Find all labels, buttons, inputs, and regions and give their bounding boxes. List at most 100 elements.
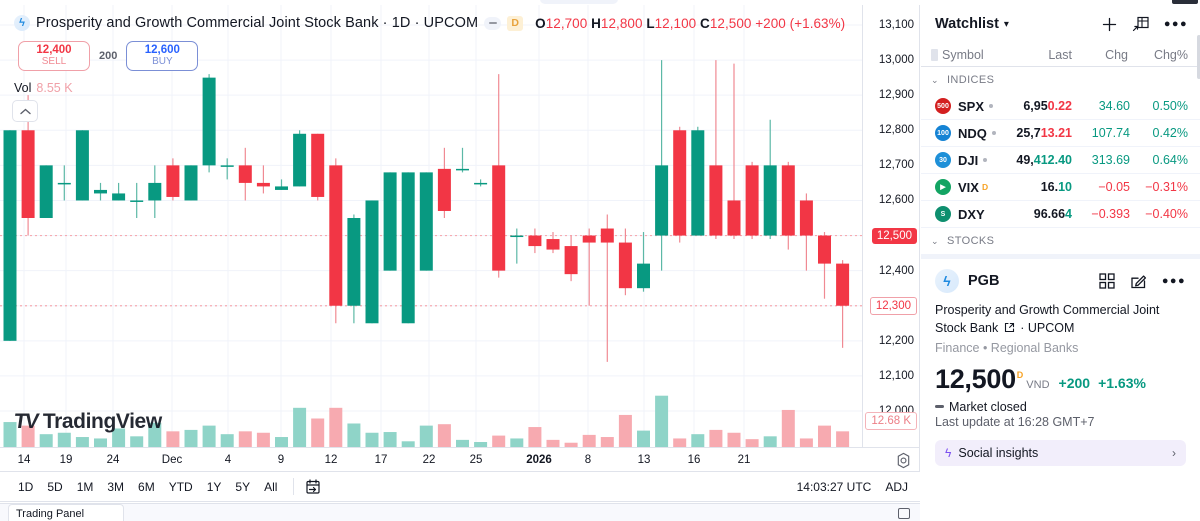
watchlist-last: 16.10 <box>1040 180 1072 194</box>
trading-panel-tab[interactable]: Trading Panel <box>8 504 124 521</box>
pgb-logo-icon: ϟ <box>935 269 959 293</box>
candle-body <box>745 165 759 236</box>
volume-tag[interactable]: 12.68 K <box>865 412 917 430</box>
watchlist-group-stocks[interactable]: ⌄ STOCKS <box>921 228 1200 254</box>
ohlc-l-label: L <box>646 15 655 31</box>
chart-clock[interactable]: 14:03:27 UTC <box>796 479 872 494</box>
watchlist-group-indices[interactable]: ⌄ INDICES <box>921 67 1200 93</box>
panel-resize-icon[interactable] <box>898 508 910 519</box>
chevron-down-icon[interactable]: ▾ <box>1003 18 1009 30</box>
candle-body <box>256 182 270 187</box>
buy-button[interactable]: 12,600 BUY <box>126 41 199 71</box>
detail-symbol[interactable]: PGB <box>968 273 1000 289</box>
chart-plot-area[interactable] <box>0 5 862 447</box>
watchlist-chg: −0.05 <box>1098 180 1130 194</box>
col-symbol[interactable]: Symbol <box>942 47 984 62</box>
col-last[interactable]: Last <box>1048 47 1072 62</box>
watchlist-chg: −0.393 <box>1091 207 1130 221</box>
prev-close-tag[interactable]: 12,300 <box>869 296 917 315</box>
status-dot <box>991 131 996 135</box>
candle-body <box>727 200 741 236</box>
timeframe-5d[interactable]: 5D <box>47 479 63 494</box>
candle-body <box>57 182 71 185</box>
time-tick: 24 <box>106 454 120 466</box>
eye-toggle-icon[interactable] <box>484 16 502 30</box>
volume-bar <box>818 425 831 447</box>
chart-bottom-toolbar[interactable]: 1D 5D 1M 3M 6M YTD 1Y 5Y All 14:03:27 UTC ADJ <box>0 472 920 502</box>
volume-bar <box>57 432 71 447</box>
watchlist-body[interactable]: ⌄ INDICES 500 SPX 6,950.22 34.60 0.50% 100 NDQ 25… <box>921 67 1200 254</box>
watchlist-chg: 107.74 <box>1091 126 1130 140</box>
bottom-tab-strip[interactable]: Trading Panel <box>0 503 920 521</box>
ohlc-o-label: O <box>535 15 546 31</box>
pgb-logo-icon: ϟ <box>14 15 30 31</box>
watchlist-columns-header: Symbol Last Chg Chg% <box>921 43 1200 67</box>
volume-bar <box>329 407 343 447</box>
watchlist-row[interactable]: ▶ VIX D 16.10 −0.05 −0.31% <box>921 174 1200 201</box>
plus-icon[interactable] <box>1101 16 1118 33</box>
column-grip-icon[interactable] <box>931 48 938 61</box>
timeframe-3m[interactable]: 3M <box>107 479 125 494</box>
candle-body <box>799 200 813 236</box>
timeframe-1m[interactable]: 1M <box>76 479 94 494</box>
volume-legend[interactable]: Vol 8.55 K <box>14 81 73 95</box>
chart-settings-icon[interactable] <box>895 452 912 469</box>
watchlist-row[interactable]: 500 SPX 6,950.22 34.60 0.50% <box>921 93 1200 120</box>
ohlc-h-value: 12,800 <box>600 15 643 31</box>
timeframe-ytd[interactable]: YTD <box>168 479 193 494</box>
detail-market-status: Market closed <box>935 400 1186 414</box>
candle-body <box>528 235 542 247</box>
chevron-down-icon[interactable]: ⌄ <box>931 235 939 246</box>
watchlist-chgp: −0.40% <box>1145 207 1188 221</box>
watchlist-header: Watchlist ▾ ●●● <box>921 5 1200 43</box>
adjust-button[interactable]: ADJ <box>885 479 908 494</box>
sell-button[interactable]: 12,400 SELL <box>18 41 90 71</box>
price-tick: 12,200 <box>878 334 914 347</box>
detail-company-name: Prosperity and Growth Commercial Joint S… <box>935 303 1160 335</box>
chart-legend[interactable]: ϟ Prosperity and Growth Commercial Joint… <box>14 15 845 31</box>
candle-body <box>329 165 343 306</box>
more-horizontal-icon[interactable]: ●●● <box>1163 18 1188 30</box>
chart-symbol-title[interactable]: Prosperity and Growth Commercial Joint S… <box>36 15 479 31</box>
watchlist-symbol[interactable]: DXY <box>958 206 985 222</box>
timeframe-1y[interactable]: 1Y <box>206 479 222 494</box>
candle-body <box>347 218 361 306</box>
edit-note-icon[interactable] <box>1130 273 1147 290</box>
timeframe-1d[interactable]: 1D <box>18 479 34 494</box>
last-price-tag[interactable]: 12,500 <box>871 227 917 244</box>
watchlist-row[interactable]: S DXY 96.664 −0.393 −0.40% <box>921 201 1200 228</box>
panel-scrollbar[interactable] <box>1197 35 1200 79</box>
social-insights-label: Social insights <box>958 445 1039 460</box>
timeframe-6m[interactable]: 6M <box>138 479 155 494</box>
symbol-grid-icon[interactable] <box>1099 273 1115 289</box>
candle-body <box>21 130 35 218</box>
timeframe-5y[interactable]: 5Y <box>235 479 251 494</box>
timeframe-all[interactable]: All <box>264 479 278 494</box>
price-axis[interactable]: 13,100 13,000 12,900 12,800 12,700 12,600 12,4… <box>862 5 920 447</box>
chart-pane[interactable]: ϟ Prosperity and Growth Commercial Joint… <box>0 5 920 472</box>
watchlist-chg: 313.69 <box>1091 153 1130 167</box>
trade-buttons[interactable]: 12,400 SELL 200 12,600 BUY <box>18 41 199 71</box>
social-insights-button[interactable]: ϟ Social insights › <box>935 439 1186 466</box>
chevron-down-icon[interactable]: ⌄ <box>931 74 939 85</box>
watchlist-row[interactable]: 30 DJI 49,412.40 313.69 0.64% <box>921 147 1200 174</box>
more-horizontal-icon[interactable]: ●●● <box>1161 275 1186 287</box>
volume-bar <box>401 441 415 447</box>
go-to-date-icon[interactable] <box>304 478 322 496</box>
watchlist-row[interactable]: 100 NDQ 25,713.21 107.74 0.42% <box>921 120 1200 147</box>
col-chg[interactable]: Chg <box>1105 47 1128 62</box>
external-link-icon[interactable] <box>1004 322 1015 333</box>
watchlist-symbol[interactable]: VIX <box>958 179 979 195</box>
col-chgp[interactable]: Chg% <box>1153 47 1188 62</box>
watchlist-layout-icon[interactable] <box>1132 15 1150 33</box>
time-axis[interactable]: 14 19 24 Dec 4 9 12 17 22 25 2026 8 13 16 21 <box>0 447 920 472</box>
candle-body <box>437 168 451 211</box>
watchlist-symbol[interactable]: NDQ <box>958 125 987 141</box>
right-sidebar[interactable]: Watchlist ▾ ●●● Symbol Last Chg Chg% ⌄ IN… <box>921 5 1200 521</box>
watchlist-symbol[interactable]: SPX <box>958 98 985 114</box>
watchlist-title[interactable]: Watchlist <box>935 16 999 32</box>
watchlist-symbol[interactable]: DJI <box>958 152 979 168</box>
interval-badge[interactable]: D <box>507 15 524 31</box>
volume-bar <box>546 439 560 447</box>
collapse-pane-button[interactable] <box>12 100 38 122</box>
